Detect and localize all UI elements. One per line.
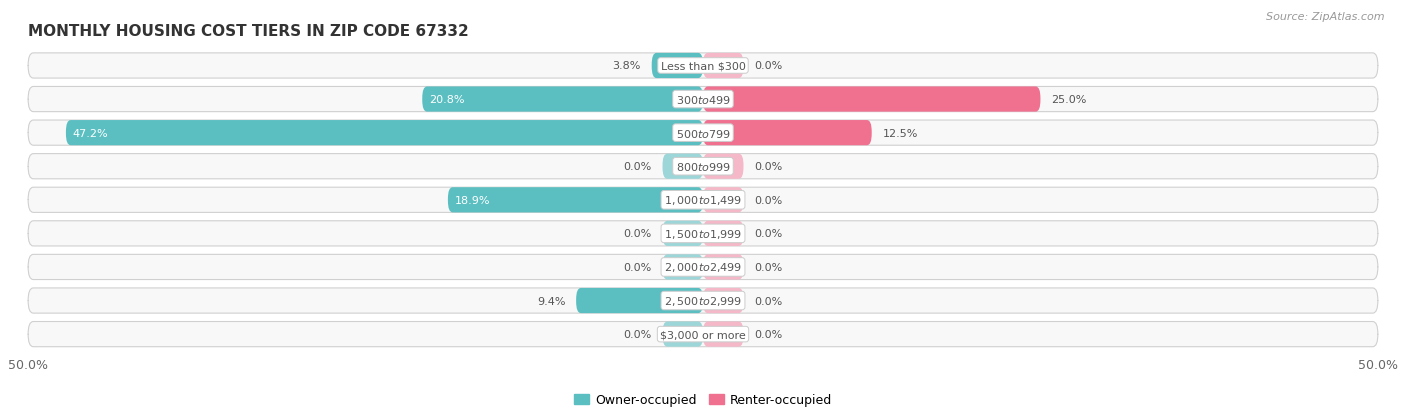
- FancyBboxPatch shape: [28, 221, 1378, 247]
- Text: $1,000 to $1,499: $1,000 to $1,499: [664, 194, 742, 207]
- FancyBboxPatch shape: [703, 121, 872, 146]
- Text: 0.0%: 0.0%: [754, 262, 783, 272]
- Text: 0.0%: 0.0%: [754, 296, 783, 306]
- Text: 12.5%: 12.5%: [883, 128, 918, 138]
- FancyBboxPatch shape: [652, 54, 703, 79]
- Text: $3,000 or more: $3,000 or more: [661, 329, 745, 339]
- Text: MONTHLY HOUSING COST TIERS IN ZIP CODE 67332: MONTHLY HOUSING COST TIERS IN ZIP CODE 6…: [28, 24, 468, 39]
- Text: 18.9%: 18.9%: [454, 195, 491, 205]
- FancyBboxPatch shape: [703, 255, 744, 280]
- Text: 0.0%: 0.0%: [754, 61, 783, 71]
- FancyBboxPatch shape: [422, 87, 703, 112]
- Text: $800 to $999: $800 to $999: [675, 161, 731, 173]
- FancyBboxPatch shape: [66, 121, 703, 146]
- FancyBboxPatch shape: [28, 188, 1378, 213]
- Text: $500 to $799: $500 to $799: [675, 127, 731, 139]
- Text: 0.0%: 0.0%: [623, 229, 652, 239]
- FancyBboxPatch shape: [28, 288, 1378, 313]
- Text: $2,500 to $2,999: $2,500 to $2,999: [664, 294, 742, 307]
- FancyBboxPatch shape: [28, 322, 1378, 347]
- Text: $1,500 to $1,999: $1,500 to $1,999: [664, 227, 742, 240]
- Text: 9.4%: 9.4%: [537, 296, 565, 306]
- FancyBboxPatch shape: [449, 188, 703, 213]
- FancyBboxPatch shape: [576, 288, 703, 313]
- FancyBboxPatch shape: [703, 154, 744, 179]
- Text: 3.8%: 3.8%: [613, 61, 641, 71]
- Legend: Owner-occupied, Renter-occupied: Owner-occupied, Renter-occupied: [568, 388, 838, 411]
- FancyBboxPatch shape: [703, 221, 744, 247]
- Text: 0.0%: 0.0%: [623, 329, 652, 339]
- Text: Less than $300: Less than $300: [661, 61, 745, 71]
- FancyBboxPatch shape: [703, 322, 744, 347]
- FancyBboxPatch shape: [662, 221, 703, 247]
- Text: 0.0%: 0.0%: [754, 229, 783, 239]
- Text: 0.0%: 0.0%: [754, 195, 783, 205]
- Text: $300 to $499: $300 to $499: [675, 94, 731, 106]
- Text: 0.0%: 0.0%: [623, 262, 652, 272]
- Text: 0.0%: 0.0%: [754, 329, 783, 339]
- Text: 25.0%: 25.0%: [1052, 95, 1087, 105]
- FancyBboxPatch shape: [662, 154, 703, 179]
- Text: 0.0%: 0.0%: [754, 162, 783, 172]
- Text: $2,000 to $2,499: $2,000 to $2,499: [664, 261, 742, 274]
- FancyBboxPatch shape: [28, 255, 1378, 280]
- FancyBboxPatch shape: [28, 154, 1378, 179]
- FancyBboxPatch shape: [703, 87, 1040, 112]
- FancyBboxPatch shape: [662, 322, 703, 347]
- FancyBboxPatch shape: [28, 87, 1378, 112]
- Text: Source: ZipAtlas.com: Source: ZipAtlas.com: [1267, 12, 1385, 22]
- Text: 47.2%: 47.2%: [73, 128, 108, 138]
- FancyBboxPatch shape: [28, 54, 1378, 79]
- FancyBboxPatch shape: [662, 255, 703, 280]
- FancyBboxPatch shape: [703, 288, 744, 313]
- Text: 20.8%: 20.8%: [429, 95, 464, 105]
- FancyBboxPatch shape: [703, 188, 744, 213]
- FancyBboxPatch shape: [703, 54, 744, 79]
- FancyBboxPatch shape: [28, 121, 1378, 146]
- Text: 0.0%: 0.0%: [623, 162, 652, 172]
